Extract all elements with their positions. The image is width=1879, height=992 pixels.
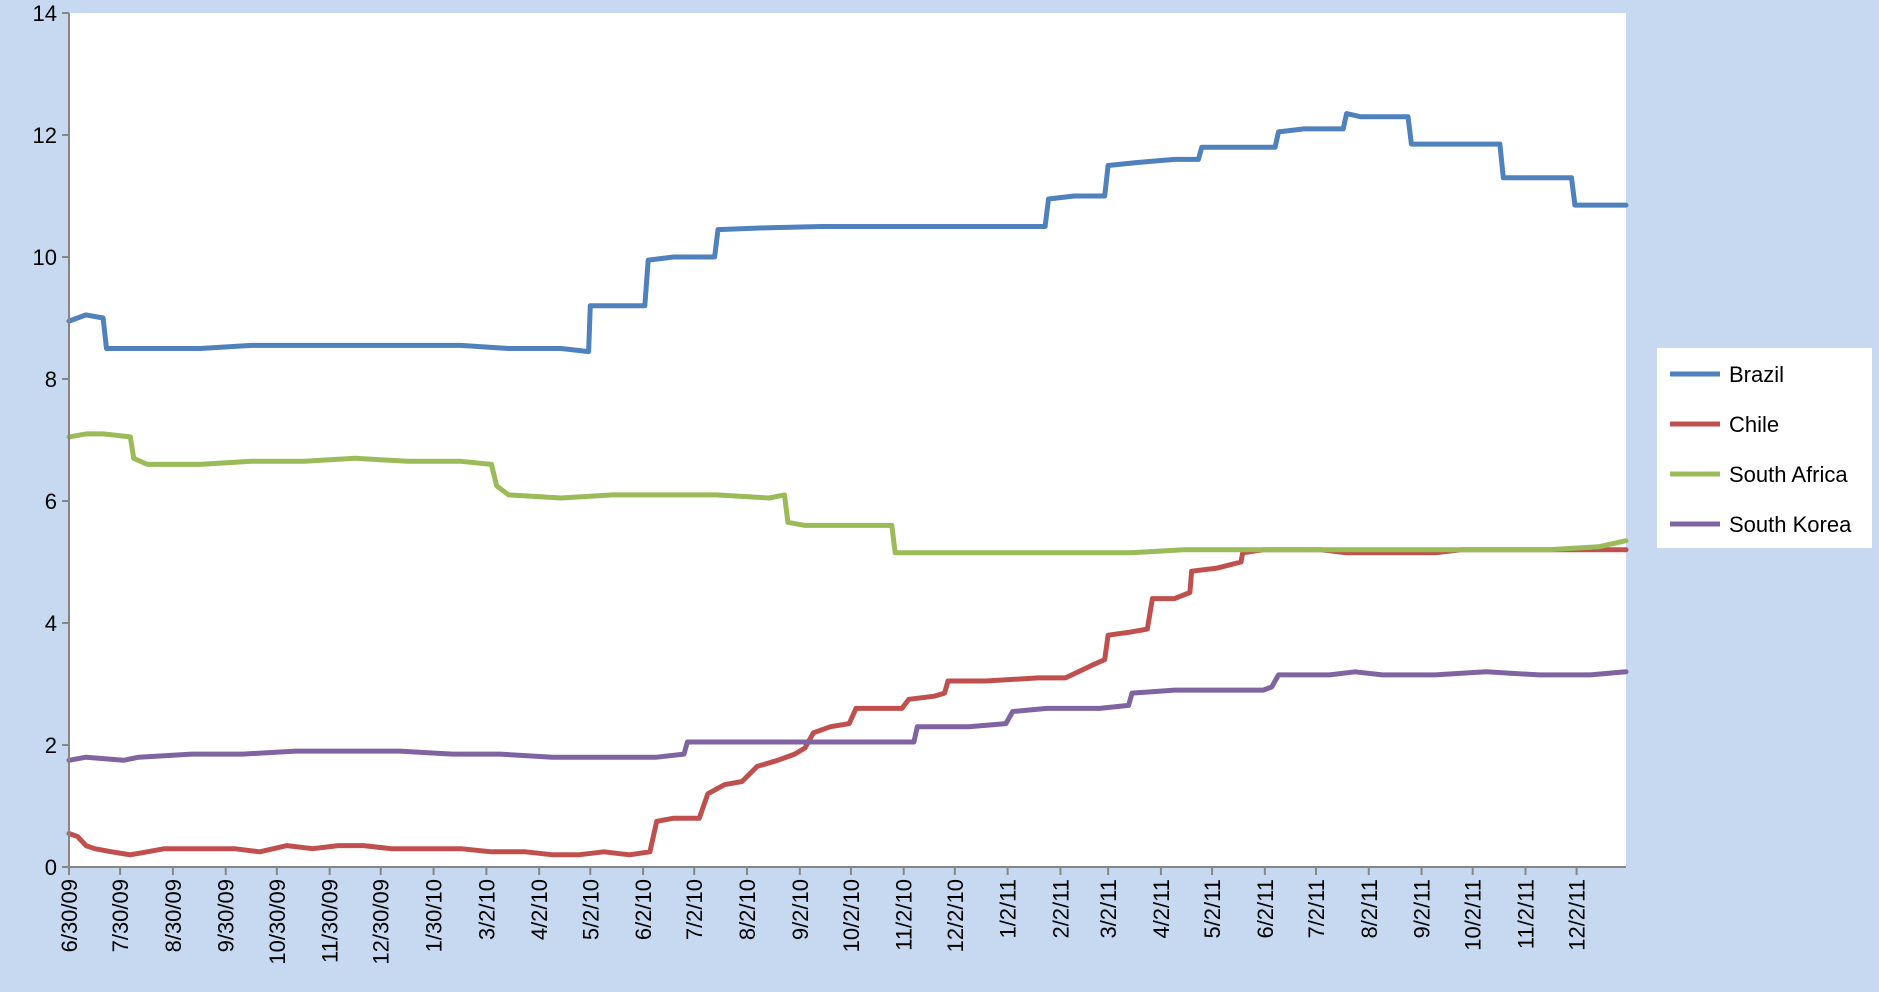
series-line-brazil <box>66 111 1629 355</box>
legend-label-brazil: Brazil <box>1729 362 1784 387</box>
series-lines <box>66 111 1629 858</box>
x-tick-label: 10/2/11 <box>1461 879 1486 951</box>
series-line-south-africa <box>66 431 1629 556</box>
x-tick-label: 11/2/11 <box>1513 879 1538 949</box>
y-tick-label: 12 <box>33 123 57 148</box>
legend: Brazil Chile South Africa South Korea <box>1657 348 1872 548</box>
legend-label-south-korea: South Korea <box>1729 512 1852 537</box>
y-tick-label: 4 <box>45 611 57 636</box>
x-tick-label: 6/30/09 <box>57 879 82 952</box>
legend-box <box>1657 348 1872 548</box>
y-tick-label: 14 <box>33 1 57 26</box>
series-line-south-korea <box>66 669 1629 763</box>
x-tick-label: 11/2/10 <box>892 879 917 951</box>
x-tick-label: 11/30/09 <box>318 879 343 963</box>
x-tick-label: 8/2/11 <box>1357 879 1382 939</box>
y-axis: 0 2 4 6 8 10 12 14 <box>33 1 70 880</box>
x-ticks: 6/30/09 7/30/09 8/30/09 9/30/09 10/30/09 11/3… <box>57 867 1590 965</box>
x-tick-label: 1/2/11 <box>996 879 1021 939</box>
y-ticks: 0 2 4 6 8 10 12 14 <box>33 1 69 880</box>
x-axis: 6/30/09 7/30/09 8/30/09 9/30/09 10/30/09 11/3… <box>57 866 1626 965</box>
x-tick-label: 3/2/10 <box>474 879 499 940</box>
x-tick-label: 12/2/11 <box>1565 879 1590 951</box>
legend-items: Brazil Chile South Africa South Korea <box>1670 362 1852 537</box>
y-tick-label: 0 <box>45 855 57 880</box>
x-tick-label: 7/2/11 <box>1304 879 1329 939</box>
x-tick-label: 9/2/11 <box>1410 879 1435 939</box>
x-tick-label: 12/2/10 <box>943 879 968 952</box>
x-tick-label: 10/2/10 <box>839 879 864 952</box>
legend-label-south-africa: South Africa <box>1729 462 1848 487</box>
x-tick-label: 9/2/10 <box>788 879 813 940</box>
x-tick-label: 7/2/10 <box>682 879 707 940</box>
legend-label-chile: Chile <box>1729 412 1779 437</box>
x-tick-label: 1/30/10 <box>422 879 447 952</box>
x-tick-label: 9/30/09 <box>214 879 239 952</box>
x-tick-label: 10/30/09 <box>265 879 290 965</box>
y-tick-label: 6 <box>45 489 57 514</box>
x-tick-label: 7/30/09 <box>108 879 133 952</box>
x-tick-label: 5/2/10 <box>578 879 603 940</box>
x-tick-label: 4/2/10 <box>527 879 552 940</box>
x-tick-label: 6/2/10 <box>631 879 656 940</box>
x-tick-label: 2/2/11 <box>1048 879 1073 939</box>
x-tick-label: 8/2/10 <box>735 879 760 940</box>
y-tick-label: 2 <box>45 733 57 758</box>
y-tick-label: 10 <box>33 245 57 270</box>
x-tick-label: 6/2/11 <box>1253 879 1278 939</box>
x-tick-label: 3/2/11 <box>1096 879 1121 939</box>
x-tick-label: 12/30/09 <box>369 879 394 965</box>
x-tick-label: 5/2/11 <box>1200 879 1225 939</box>
y-tick-label: 8 <box>45 367 57 392</box>
plot-area <box>69 13 1626 867</box>
x-tick-label: 8/30/09 <box>161 879 186 952</box>
x-tick-label: 4/2/11 <box>1149 879 1174 939</box>
